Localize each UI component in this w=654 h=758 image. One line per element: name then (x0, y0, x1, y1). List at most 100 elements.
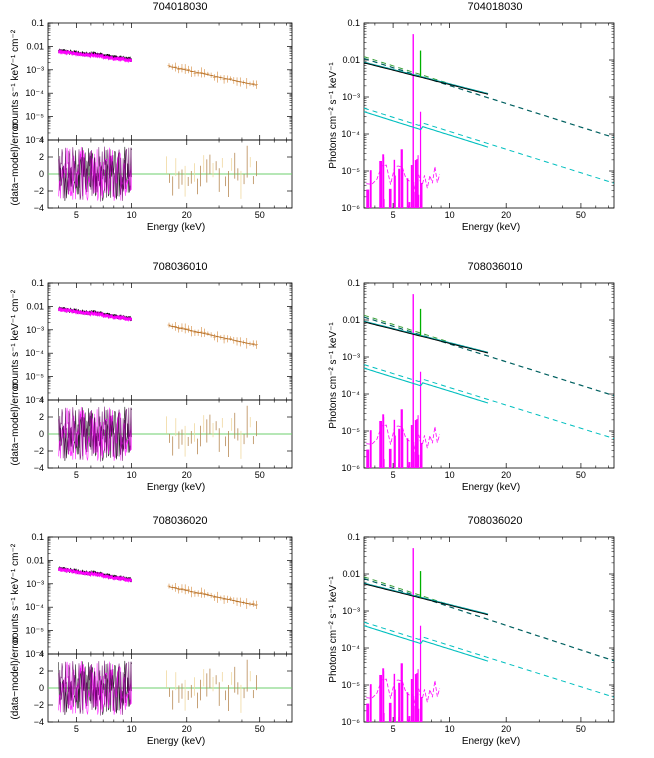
x-tick-label: 5 (74, 724, 79, 734)
y-tick-label: 0 (39, 169, 44, 179)
total-model-green-dashed (363, 56, 450, 85)
y-tick-label: 10⁻³ (26, 325, 44, 335)
y-axis-label: counts s⁻¹ keV⁻¹ cm⁻² (10, 543, 21, 643)
y-tick-label: 0.1 (347, 278, 360, 288)
x-tick-label: 5 (74, 210, 79, 220)
residuals (58, 145, 257, 202)
y-tick-label: 10⁻⁴ (25, 348, 44, 358)
y-tick-label: 10⁻⁶ (342, 717, 361, 727)
axes-frame (363, 22, 615, 209)
y-tick-label: 10⁻⁵ (342, 166, 361, 176)
y-tick-label: 10⁻⁴ (341, 389, 360, 399)
y-tick-label: 2 (39, 412, 44, 422)
plot-title: 708036020 (467, 515, 522, 527)
total-model-dashed (363, 578, 615, 662)
total-model-solid (363, 582, 489, 616)
y-tick-label: 0 (39, 683, 44, 693)
x-tick-label: 5 (391, 210, 396, 220)
y-tick-label: −4 (34, 203, 44, 213)
fe-dashed-component (366, 678, 441, 707)
total-model-dashed (363, 316, 615, 397)
x-axis-label: Energy (keV) (147, 222, 205, 233)
power-law-dashed (363, 621, 615, 698)
x-tick-label: 10 (127, 470, 137, 480)
x-tick-label: 5 (391, 724, 396, 734)
y-tick-label: −2 (34, 186, 44, 196)
x-axis-label: Energy (keV) (147, 736, 205, 747)
y-tick-label: 0.1 (31, 18, 44, 28)
upper-axes-frame (47, 536, 293, 655)
y-tick-label: 10⁻⁴ (341, 643, 360, 653)
right-panel-chart_data.5: 708036020 0.1 0.01 10⁻³ 10⁻⁴ 10⁻⁵ 10⁻⁶ 5 10 20 50 E… (328, 515, 615, 747)
x-tick-label: 20 (501, 470, 511, 480)
left-panel-chart_data.0: 7040180300.10.0110⁻³10⁻⁴10⁻⁵10⁻⁶420−2−45… (10, 1, 293, 233)
spectrum-xis-bi (58, 567, 132, 583)
y-tick-label: 10⁻⁵ (342, 426, 361, 436)
total-model-solid (363, 61, 489, 95)
y-tick-label: 4 (39, 135, 44, 145)
x-tick-label: 20 (182, 724, 192, 734)
spectrum-hxd-pin (167, 62, 258, 89)
plot-title: 708036020 (152, 515, 207, 527)
x-tick-label: 50 (576, 724, 586, 734)
model-line (58, 308, 132, 320)
x-axis-label: Energy (keV) (462, 222, 520, 233)
residual-axis-label: (data−model)/error (10, 636, 21, 720)
y-tick-label: −2 (34, 700, 44, 710)
y-tick-label: 10⁻³ (26, 579, 44, 589)
spectrum-hxd-pin (167, 582, 258, 610)
total-model-dashed (363, 57, 615, 139)
y-tick-label: 10⁻⁵ (26, 626, 45, 636)
power-law-solid (363, 367, 489, 404)
y-tick-label: 0.01 (26, 301, 44, 311)
y-tick-label: 10⁻³ (342, 92, 360, 102)
power-law-solid (363, 111, 489, 148)
residual-trace (58, 406, 132, 462)
fe-dashed-component (366, 164, 441, 193)
y-tick-label: 10⁻⁴ (25, 602, 44, 612)
y-tick-label: 10⁻³ (342, 606, 360, 616)
y-tick-label: 10⁻⁶ (342, 463, 361, 473)
model-line (58, 568, 132, 581)
y-tick-label: 10⁻⁴ (341, 129, 360, 139)
x-axis-label: Energy (keV) (462, 482, 520, 493)
x-tick-label: 50 (255, 724, 265, 734)
x-tick-label: 10 (127, 210, 137, 220)
x-tick-label: 10 (445, 470, 455, 480)
total-model-cyan (363, 582, 489, 615)
x-tick-label: 50 (255, 470, 265, 480)
y-tick-label: 0.1 (347, 532, 360, 542)
y-tick-label: 10⁻⁵ (26, 112, 45, 122)
plot-title: 708036010 (152, 261, 207, 273)
fe-dashed-component (366, 424, 441, 453)
right-panel-chart_data.1: 704018030 0.1 0.01 10⁻³ 10⁻⁴ 10⁻⁵ 10⁻⁶ 5 10 20 50 E… (328, 1, 615, 233)
y-tick-label: 10⁻⁶ (26, 395, 45, 405)
y-tick-label: 0.01 (26, 555, 44, 565)
power-law-solid (363, 625, 489, 662)
x-tick-label: 5 (74, 470, 79, 480)
total-model-cyan (363, 320, 489, 353)
model-line (168, 325, 257, 346)
fe-line-forest (366, 294, 441, 468)
y-tick-label: 10⁻³ (342, 352, 360, 362)
x-axis-label: Energy (keV) (462, 736, 520, 747)
total-model-green-dashed (363, 314, 450, 343)
y-tick-label: 10⁻⁶ (26, 649, 45, 659)
power-law-dashed (363, 107, 615, 184)
y-axis-label: Photons cm⁻² s⁻¹ keV⁻¹ (328, 322, 339, 429)
y-tick-label: −2 (34, 446, 44, 456)
y-tick-label: −4 (34, 717, 44, 727)
x-tick-label: 20 (501, 724, 511, 734)
total-model-green-dashed (363, 576, 450, 606)
x-tick-label: 10 (445, 210, 455, 220)
y-tick-label: 2 (39, 152, 44, 162)
y-tick-label: 10⁻⁵ (342, 680, 361, 690)
residual-trace (58, 660, 132, 716)
axes-frame (363, 282, 615, 469)
residual-axis-label: (data−model)/error (10, 382, 21, 466)
y-tick-label: 10⁻⁵ (26, 372, 45, 382)
y-axis-label: counts s⁻¹ keV⁻¹ cm⁻² (10, 29, 21, 129)
upper-axes-frame (47, 282, 293, 401)
axes-frame (363, 536, 615, 723)
y-tick-label: 0.01 (342, 55, 360, 65)
